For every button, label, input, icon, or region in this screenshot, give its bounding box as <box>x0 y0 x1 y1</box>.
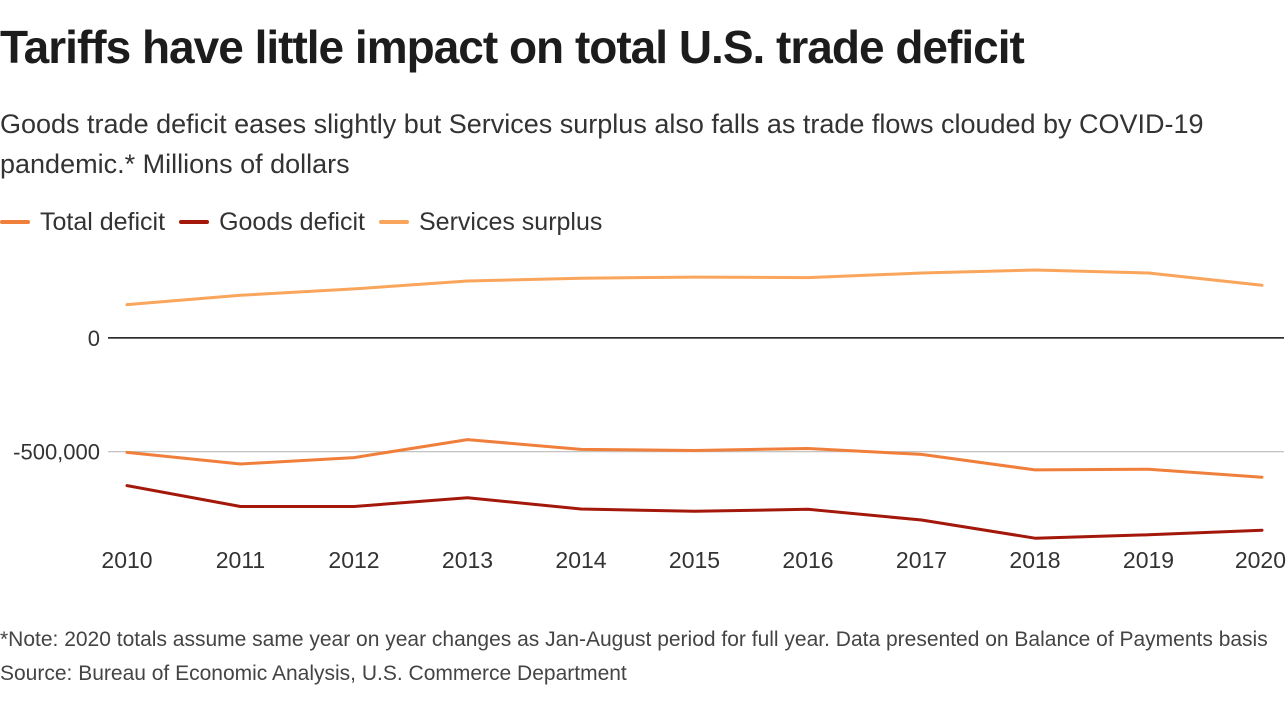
x-tick-label: 2011 <box>216 547 265 573</box>
legend-swatch-services-surplus <box>378 220 409 224</box>
source-note: Source: Bureau of Economic Analysis, U.S… <box>0 662 627 685</box>
legend-label-total-deficit: Total deficit <box>40 207 166 236</box>
legend-swatch-goods-deficit <box>179 220 210 224</box>
series-line-goods <box>125 484 1264 540</box>
legend-label-goods-deficit: Goods deficit <box>219 207 365 236</box>
footnote: *Note: 2020 totals assume same year on y… <box>0 628 1268 651</box>
series-line-total <box>125 438 1264 479</box>
legend-swatch-total-deficit <box>0 220 30 224</box>
x-tick-label: 2016 <box>782 547 833 573</box>
x-tick-label: 2014 <box>555 547 606 573</box>
chart-title: Tariffs have little impact on total U.S.… <box>0 21 1025 73</box>
x-tick-label: 2019 <box>1123 547 1174 573</box>
chart-legend: Total deficit Goods deficit Services sur… <box>0 204 616 240</box>
line-chart: 0-500,000 2010 2011 2012 2013 2014 2015 2016 20… <box>13 268 1286 573</box>
x-tick-label: 2020 <box>1235 547 1286 573</box>
legend-item-goods-deficit: Goods deficit <box>179 208 365 237</box>
legend-item-services-surplus: Services surplus <box>378 207 603 237</box>
y-tick-label: -500,000 <box>13 440 100 465</box>
x-tick-label: 2012 <box>328 547 379 573</box>
series-lines <box>125 268 1264 540</box>
x-tick-label: 2018 <box>1009 547 1060 573</box>
x-tick-label: 2010 <box>101 547 152 573</box>
legend-label-services-surplus: Services surplus <box>418 207 603 236</box>
gridlines <box>108 337 1284 453</box>
x-tick-label: 2017 <box>896 547 947 573</box>
series-line-services <box>125 268 1264 307</box>
legend-item-total-deficit: Total deficit <box>0 208 165 237</box>
y-tick-label: 0 <box>88 326 100 351</box>
chart-subtitle: Goods trade deficit eases slightly but S… <box>0 109 1204 179</box>
x-axis-tick-labels: 2010 2011 2012 2013 2014 2015 2016 2017 2018 2019… <box>101 547 1286 573</box>
y-axis-tick-labels: 0 -500,000 <box>13 326 100 465</box>
x-tick-label: 2013 <box>442 547 493 573</box>
x-tick-label: 2015 <box>669 547 720 573</box>
